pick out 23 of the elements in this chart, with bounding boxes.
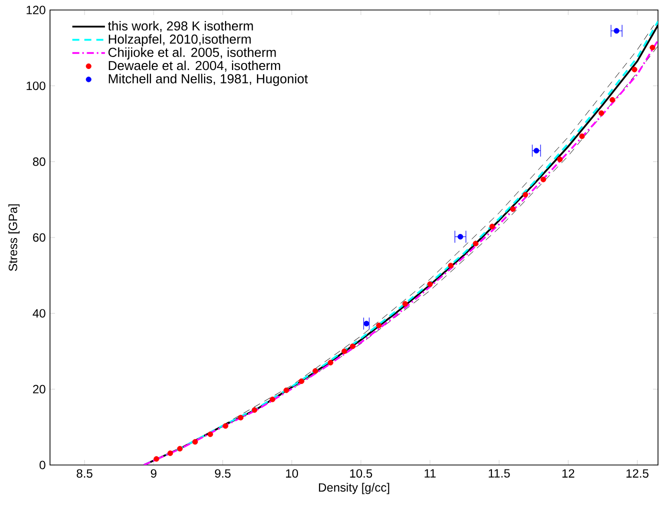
x-tick-label: 12: [562, 469, 574, 478]
y-tick-label: 0: [40, 460, 46, 470]
y-tick-label: 100: [26, 82, 46, 90]
y-axis-title: Stress [GPa]: [8, 204, 20, 271]
x-tick-label: 9: [150, 469, 156, 478]
y-tick-label: 120: [26, 6, 46, 14]
legend-label: Chijioke et al. 2005, isotherm: [108, 47, 276, 60]
x-tick-label: 9.5: [214, 469, 231, 478]
x-axis-title: Density [g/cc]: [318, 482, 390, 494]
legend-label: Mitchell and Nellis, 1981, Hugoniot: [108, 74, 308, 86]
y-tick-label: 40: [32, 309, 46, 318]
x-tick-label: 10: [286, 469, 298, 478]
x-tick-label: 11: [424, 469, 436, 478]
legend-label: Dewaele et al. 2004, isotherm: [108, 60, 280, 72]
y-tick-label: 60: [33, 233, 46, 242]
x-tick-label: 12.5: [626, 469, 648, 478]
legend-label: Holzapfel, 2010,isotherm: [108, 34, 251, 46]
x-tick-label: 8.5: [76, 469, 92, 478]
y-tick-label: 20: [33, 384, 46, 394]
x-tick-label: 10.5: [350, 469, 372, 478]
y-tick-label: 80: [32, 157, 46, 166]
legend-label: this work, 298 K isotherm: [108, 21, 253, 32]
x-tick-label: 11.5: [488, 469, 510, 478]
